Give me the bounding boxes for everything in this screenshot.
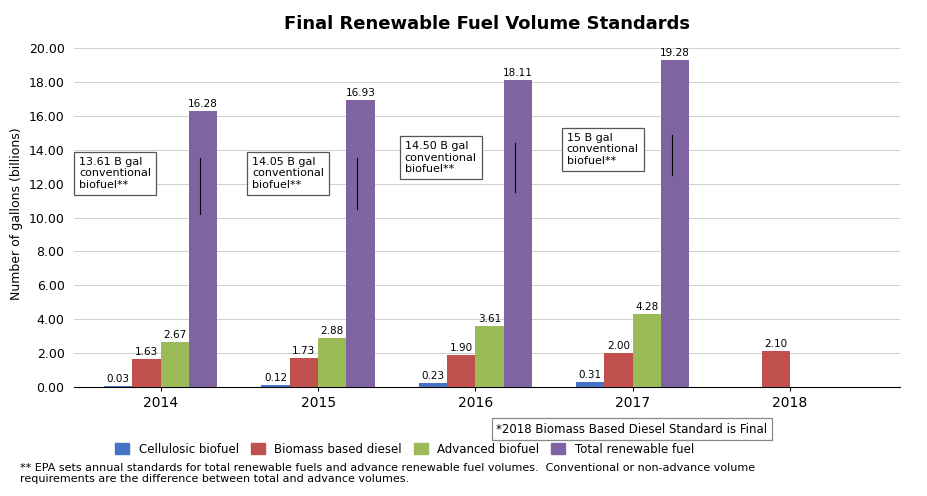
Bar [503, 80, 531, 387]
Bar [133, 359, 160, 387]
Text: 2.88: 2.88 [320, 326, 344, 336]
Text: 4.28: 4.28 [635, 303, 658, 312]
Bar [632, 314, 660, 387]
Bar [104, 386, 133, 387]
Text: 13.61 B gal
conventional
biofuel**: 13.61 B gal conventional biofuel** [79, 157, 151, 190]
Text: 0.23: 0.23 [421, 371, 444, 381]
Bar [160, 342, 189, 387]
Bar [475, 326, 503, 387]
Bar [318, 338, 346, 387]
Text: 15 B gal
conventional
biofuel**: 15 B gal conventional biofuel** [566, 133, 638, 166]
Text: 19.28: 19.28 [659, 48, 690, 59]
Text: 0.03: 0.03 [107, 374, 130, 384]
Bar [447, 355, 475, 387]
Bar [576, 381, 603, 387]
Bar [189, 111, 217, 387]
Text: 2.10: 2.10 [764, 339, 787, 349]
Text: 1.90: 1.90 [450, 343, 472, 353]
Bar [660, 61, 689, 387]
Title: Final Renewable Fuel Volume Standards: Final Renewable Fuel Volume Standards [284, 14, 690, 33]
Text: 0.31: 0.31 [578, 370, 601, 379]
Y-axis label: Number of gallons (billions): Number of gallons (billions) [10, 127, 23, 300]
Bar [261, 385, 289, 387]
Text: 14.05 B gal
conventional
biofuel**: 14.05 B gal conventional biofuel** [252, 157, 324, 190]
Bar [346, 100, 375, 387]
Text: *2018 Biomass Based Diesel Standard is Final: *2018 Biomass Based Diesel Standard is F… [496, 423, 767, 435]
Bar [761, 351, 789, 387]
Text: 3.61: 3.61 [477, 313, 501, 324]
Text: 14.50 B gal
conventional
biofuel**: 14.50 B gal conventional biofuel** [404, 141, 476, 175]
Text: 16.93: 16.93 [345, 88, 375, 98]
Bar [289, 358, 318, 387]
Text: 2.00: 2.00 [606, 341, 629, 351]
Text: 0.12: 0.12 [264, 373, 286, 383]
Text: 18.11: 18.11 [502, 68, 532, 78]
Text: 1.73: 1.73 [292, 346, 315, 356]
Text: 2.67: 2.67 [163, 330, 186, 340]
Text: ** EPA sets annual standards for total renewable fuels and advance renewable fue: ** EPA sets annual standards for total r… [20, 463, 755, 485]
Text: 1.63: 1.63 [134, 347, 159, 357]
Legend: Cellulosic biofuel, Biomass based diesel, Advanced biofuel, Total renewable fuel: Cellulosic biofuel, Biomass based diesel… [110, 438, 698, 460]
Bar [418, 383, 447, 387]
Text: 16.28: 16.28 [188, 99, 218, 109]
Bar [603, 353, 632, 387]
